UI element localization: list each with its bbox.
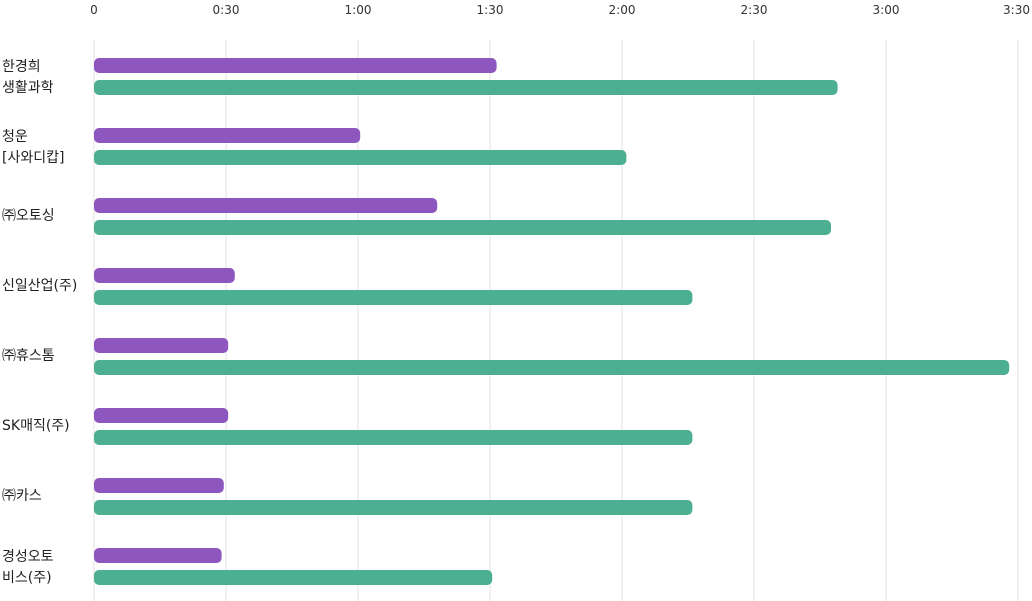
grid [93, 40, 1019, 601]
bar [94, 500, 693, 515]
bar [94, 478, 224, 493]
x-tick-label: 0 [90, 3, 98, 17]
bar [94, 430, 693, 445]
bar [94, 58, 497, 73]
category-label: SK매직(주) [2, 418, 70, 434]
category-label: 생활과학 [2, 80, 54, 96]
bar [94, 360, 1010, 375]
bar [94, 220, 831, 235]
bar [94, 150, 627, 165]
x-tick-label: 3:30 [1003, 3, 1030, 17]
bar [94, 548, 222, 563]
x-axis-ticks: 0 0:30 1:00 1:30 2:00 2:30 3:00 3:30 [90, 3, 1030, 17]
category-label: 경성오토 [2, 549, 54, 565]
x-tick-label: 1:00 [345, 3, 372, 17]
bars [94, 58, 1010, 585]
bar [94, 80, 838, 95]
x-tick-label: 2:00 [609, 3, 636, 17]
category-label: ㈜오토싱 [2, 208, 55, 224]
bar [94, 570, 493, 585]
bar [94, 290, 693, 305]
category-label: 청운 [2, 129, 28, 145]
bar [94, 198, 438, 213]
bar [94, 128, 361, 143]
category-label: 한경희 [2, 59, 41, 75]
x-tick-label: 2:30 [741, 3, 768, 17]
bar [94, 338, 229, 353]
bar [94, 268, 235, 283]
x-tick-label: 3:00 [873, 3, 900, 17]
category-label: ㈜휴스톰 [2, 348, 55, 364]
category-label: 비스(주) [2, 570, 52, 586]
x-tick-label: 1:30 [477, 3, 504, 17]
category-label: [사와디캅] [2, 150, 64, 166]
category-label: ㈜카스 [2, 488, 42, 504]
x-tick-label: 0:30 [213, 3, 240, 17]
bar [94, 408, 229, 423]
category-label: 신일산업(주) [2, 278, 77, 294]
